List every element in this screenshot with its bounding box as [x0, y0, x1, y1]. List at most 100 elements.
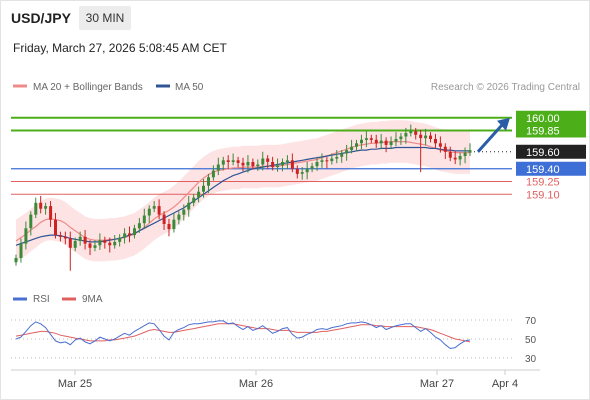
- candle-body: [246, 162, 250, 166]
- candle-body: [44, 206, 48, 209]
- candle-body: [128, 233, 131, 236]
- level-tag-159-40: [516, 161, 586, 176]
- candle-body: [187, 202, 191, 210]
- candle-body: [389, 141, 393, 145]
- candle-body: [49, 206, 53, 220]
- time-tick-label: Mar 25: [58, 378, 92, 390]
- candle-body: [152, 206, 156, 209]
- candle-body: [325, 160, 329, 162]
- candle-body: [236, 160, 240, 163]
- candle-body: [182, 209, 186, 215]
- candle-body: [443, 146, 447, 152]
- time-tick-label: Apr 4: [492, 378, 518, 390]
- candle-body: [261, 158, 265, 165]
- candle-body: [320, 160, 324, 162]
- rsi-legend-label: RSI: [33, 294, 50, 305]
- candle-body: [231, 160, 235, 162]
- candle-body: [315, 162, 319, 167]
- candle-body: [216, 164, 220, 171]
- currency-pair-title: USD/JPY: [11, 10, 71, 26]
- candle-body: [177, 214, 181, 220]
- candle-body: [424, 135, 428, 139]
- candle-body: [83, 236, 87, 244]
- forecast-arrow-head: [497, 117, 510, 131]
- candle-body: [295, 168, 299, 174]
- candle-body: [458, 156, 462, 160]
- candle-body: [399, 136, 403, 140]
- candle-body: [453, 157, 457, 160]
- candle-body: [360, 139, 363, 144]
- time-axis: Mar 25 Mar 26 Mar 27 Apr 4: [11, 369, 540, 390]
- candle-body: [468, 150, 472, 153]
- candle-body: [305, 168, 309, 173]
- candle-body: [271, 162, 275, 168]
- candle-body: [384, 140, 388, 145]
- candle-body: [369, 138, 373, 140]
- candle-body: [167, 224, 171, 230]
- candle-body: [29, 214, 33, 229]
- candle-body: [88, 243, 92, 248]
- candle-body: [137, 223, 141, 229]
- candle-body: [14, 258, 18, 263]
- forecast-arrow: [476, 117, 510, 153]
- candle-body: [63, 236, 67, 239]
- level-tag-160-00: [516, 110, 586, 125]
- candle-body: [162, 214, 166, 224]
- candle-body: [409, 131, 413, 134]
- candle-body: [34, 202, 38, 215]
- candle-body: [364, 138, 368, 140]
- candle-body: [78, 236, 82, 241]
- candle-body: [374, 139, 378, 144]
- candle-body: [73, 241, 77, 248]
- level-label-159-40: 159.40: [526, 164, 560, 176]
- candle-body: [330, 158, 334, 162]
- candle-body: [335, 156, 339, 159]
- candle-body: [133, 228, 136, 236]
- candle-body: [394, 139, 398, 142]
- candle-body: [24, 228, 28, 244]
- candle-body: [93, 245, 97, 248]
- ma50-legend-label: MA 50: [175, 82, 204, 93]
- rsi-tick-30: 30: [525, 354, 537, 365]
- candle-body: [221, 160, 225, 165]
- price-levels: [11, 116, 512, 195]
- candle-body: [379, 140, 383, 144]
- candle-body: [251, 162, 255, 167]
- candle-body: [404, 133, 408, 137]
- candle-body: [429, 135, 432, 139]
- candle-body: [281, 162, 284, 166]
- candle-body: [226, 160, 230, 162]
- candle-body: [434, 139, 437, 144]
- candle-body: [118, 237, 122, 242]
- level-label-159-10: 159.10: [526, 189, 560, 201]
- candle-body: [147, 208, 151, 216]
- candles: [14, 124, 472, 271]
- chart-legend: MA 20 + Bollinger Bands MA 50 Research © 2…: [13, 82, 580, 93]
- candle-body: [438, 143, 442, 147]
- candle-body: [355, 143, 358, 147]
- level-label-159-25: 159.25: [526, 177, 560, 189]
- timestamp: Friday, March 27, 2026 5:08:45 AM CET: [13, 41, 227, 55]
- level-label-159-60: 159.60: [526, 147, 560, 159]
- candle-body: [276, 165, 280, 168]
- candle-body: [197, 191, 201, 198]
- candle-body: [340, 153, 344, 157]
- candle-body: [241, 162, 245, 166]
- ma50-line: [15, 146, 470, 246]
- candle-body: [414, 131, 418, 135]
- candle-body: [266, 158, 270, 162]
- candle-body: [285, 160, 289, 162]
- time-tick-label: Mar 27: [420, 378, 454, 390]
- forecast-arrow-shaft: [476, 121, 506, 153]
- candle-body: [290, 160, 294, 169]
- candle-body: [463, 152, 467, 156]
- rsi-line: [15, 320, 471, 350]
- candle-body: [123, 233, 127, 238]
- candle-body: [157, 206, 161, 215]
- rsi-ma-legend-label: 9MA: [82, 294, 103, 305]
- candle-body: [103, 240, 107, 243]
- timeframe-badge[interactable]: 30 MIN: [79, 6, 131, 30]
- rsi-tick-70: 70: [525, 316, 537, 327]
